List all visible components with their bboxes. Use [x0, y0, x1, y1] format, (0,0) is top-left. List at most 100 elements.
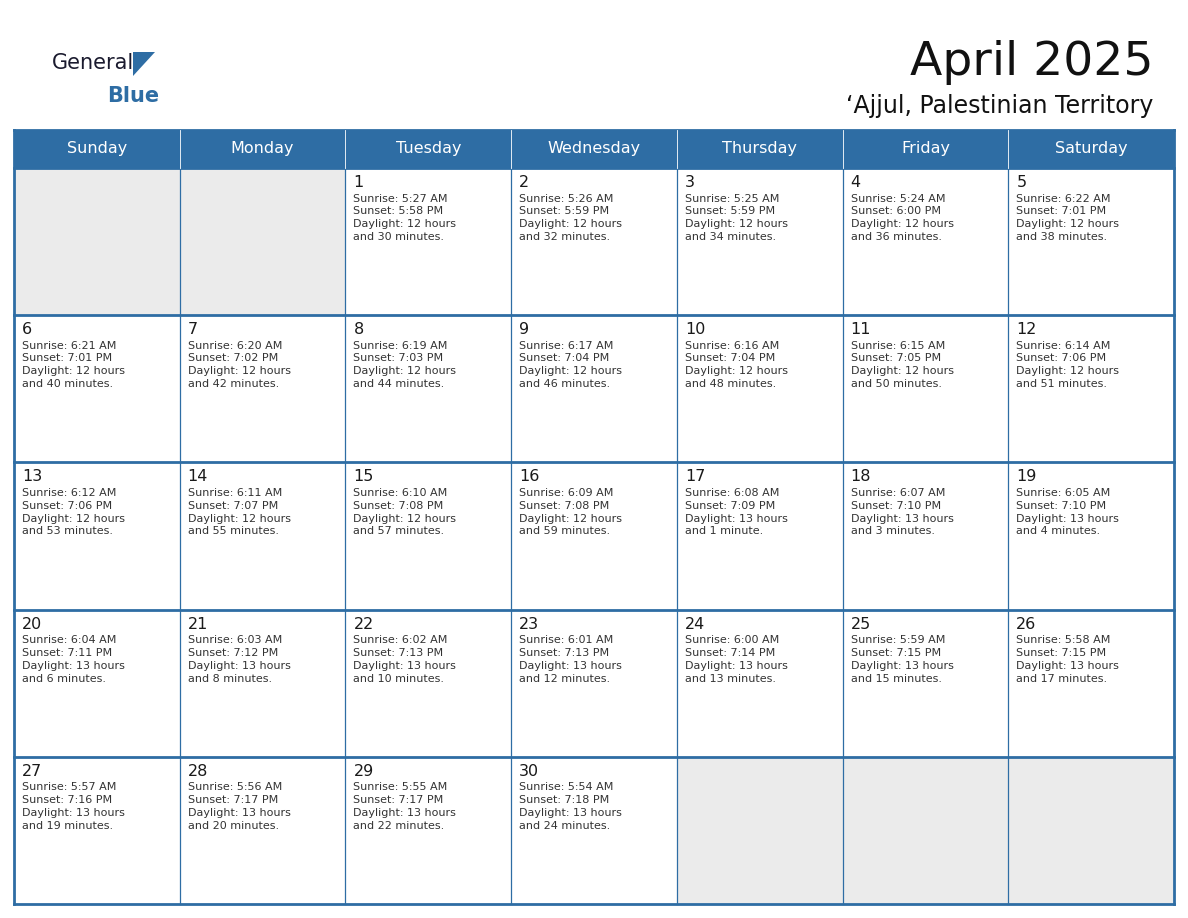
Bar: [677, 315, 842, 463]
Bar: [511, 168, 677, 315]
Text: April 2025: April 2025: [910, 40, 1154, 85]
Text: Sunrise: 5:27 AM
Sunset: 5:58 PM
Daylight: 12 hours
and 30 minutes.: Sunrise: 5:27 AM Sunset: 5:58 PM Dayligh…: [353, 194, 456, 242]
Text: 30: 30: [519, 764, 539, 778]
Text: ‘Ajjul, Palestinian Territory: ‘Ajjul, Palestinian Territory: [846, 94, 1154, 118]
Text: Sunrise: 6:14 AM
Sunset: 7:06 PM
Daylight: 12 hours
and 51 minutes.: Sunrise: 6:14 AM Sunset: 7:06 PM Dayligh…: [1016, 341, 1119, 389]
Bar: [511, 756, 677, 904]
Bar: [1009, 315, 1174, 463]
Text: 18: 18: [851, 469, 871, 485]
Text: Sunrise: 6:05 AM
Sunset: 7:10 PM
Daylight: 13 hours
and 4 minutes.: Sunrise: 6:05 AM Sunset: 7:10 PM Dayligh…: [1016, 487, 1119, 536]
Bar: [677, 756, 842, 904]
Text: 12: 12: [1016, 322, 1037, 337]
Text: 9: 9: [519, 322, 530, 337]
Text: Sunrise: 6:11 AM
Sunset: 7:07 PM
Daylight: 12 hours
and 55 minutes.: Sunrise: 6:11 AM Sunset: 7:07 PM Dayligh…: [188, 487, 291, 536]
Text: Sunrise: 6:20 AM
Sunset: 7:02 PM
Daylight: 12 hours
and 42 minutes.: Sunrise: 6:20 AM Sunset: 7:02 PM Dayligh…: [188, 341, 291, 389]
Bar: [179, 463, 346, 610]
Text: Sunrise: 5:58 AM
Sunset: 7:15 PM
Daylight: 13 hours
and 17 minutes.: Sunrise: 5:58 AM Sunset: 7:15 PM Dayligh…: [1016, 635, 1119, 684]
Bar: [842, 610, 1009, 756]
Text: 19: 19: [1016, 469, 1037, 485]
Text: Sunrise: 6:21 AM
Sunset: 7:01 PM
Daylight: 12 hours
and 40 minutes.: Sunrise: 6:21 AM Sunset: 7:01 PM Dayligh…: [23, 341, 125, 389]
Polygon shape: [133, 52, 154, 76]
Text: Sunrise: 5:55 AM
Sunset: 7:17 PM
Daylight: 13 hours
and 22 minutes.: Sunrise: 5:55 AM Sunset: 7:17 PM Dayligh…: [353, 782, 456, 831]
Text: Thursday: Thursday: [722, 141, 797, 156]
Text: Saturday: Saturday: [1055, 141, 1127, 156]
Bar: [511, 463, 677, 610]
Text: 27: 27: [23, 764, 43, 778]
Bar: [14, 168, 179, 315]
Bar: [346, 463, 511, 610]
Text: 20: 20: [23, 617, 43, 632]
Text: 28: 28: [188, 764, 208, 778]
Text: 6: 6: [23, 322, 32, 337]
Bar: [179, 756, 346, 904]
Text: Sunrise: 6:12 AM
Sunset: 7:06 PM
Daylight: 12 hours
and 53 minutes.: Sunrise: 6:12 AM Sunset: 7:06 PM Dayligh…: [23, 487, 125, 536]
Text: 25: 25: [851, 617, 871, 632]
Bar: [346, 756, 511, 904]
Text: Wednesday: Wednesday: [548, 141, 640, 156]
Bar: [677, 610, 842, 756]
Bar: [346, 315, 511, 463]
Text: 3: 3: [684, 175, 695, 190]
Text: 17: 17: [684, 469, 706, 485]
Bar: [346, 610, 511, 756]
Text: Friday: Friday: [901, 141, 950, 156]
Text: Sunrise: 5:56 AM
Sunset: 7:17 PM
Daylight: 13 hours
and 20 minutes.: Sunrise: 5:56 AM Sunset: 7:17 PM Dayligh…: [188, 782, 291, 831]
Bar: [842, 315, 1009, 463]
Text: Sunrise: 5:25 AM
Sunset: 5:59 PM
Daylight: 12 hours
and 34 minutes.: Sunrise: 5:25 AM Sunset: 5:59 PM Dayligh…: [684, 194, 788, 242]
Text: Sunrise: 6:16 AM
Sunset: 7:04 PM
Daylight: 12 hours
and 48 minutes.: Sunrise: 6:16 AM Sunset: 7:04 PM Dayligh…: [684, 341, 788, 389]
Text: Sunrise: 5:24 AM
Sunset: 6:00 PM
Daylight: 12 hours
and 36 minutes.: Sunrise: 5:24 AM Sunset: 6:00 PM Dayligh…: [851, 194, 954, 242]
Text: General: General: [52, 53, 134, 73]
Text: 10: 10: [684, 322, 706, 337]
Text: Sunday: Sunday: [67, 141, 127, 156]
Bar: [677, 168, 842, 315]
Text: Sunrise: 5:26 AM
Sunset: 5:59 PM
Daylight: 12 hours
and 32 minutes.: Sunrise: 5:26 AM Sunset: 5:59 PM Dayligh…: [519, 194, 623, 242]
Bar: [14, 315, 179, 463]
Text: Sunrise: 6:19 AM
Sunset: 7:03 PM
Daylight: 12 hours
and 44 minutes.: Sunrise: 6:19 AM Sunset: 7:03 PM Dayligh…: [353, 341, 456, 389]
Text: 21: 21: [188, 617, 208, 632]
Bar: [179, 168, 346, 315]
Text: Monday: Monday: [230, 141, 295, 156]
Text: Sunrise: 6:09 AM
Sunset: 7:08 PM
Daylight: 12 hours
and 59 minutes.: Sunrise: 6:09 AM Sunset: 7:08 PM Dayligh…: [519, 487, 623, 536]
Text: Sunrise: 6:08 AM
Sunset: 7:09 PM
Daylight: 13 hours
and 1 minute.: Sunrise: 6:08 AM Sunset: 7:09 PM Dayligh…: [684, 487, 788, 536]
Bar: [1009, 756, 1174, 904]
Text: Sunrise: 6:03 AM
Sunset: 7:12 PM
Daylight: 13 hours
and 8 minutes.: Sunrise: 6:03 AM Sunset: 7:12 PM Dayligh…: [188, 635, 291, 684]
Text: 8: 8: [353, 322, 364, 337]
Text: 5: 5: [1016, 175, 1026, 190]
Text: 15: 15: [353, 469, 374, 485]
Bar: [1009, 463, 1174, 610]
Text: 16: 16: [519, 469, 539, 485]
Bar: [1009, 168, 1174, 315]
Text: 14: 14: [188, 469, 208, 485]
Bar: [511, 315, 677, 463]
Text: Sunrise: 6:00 AM
Sunset: 7:14 PM
Daylight: 13 hours
and 13 minutes.: Sunrise: 6:00 AM Sunset: 7:14 PM Dayligh…: [684, 635, 788, 684]
Text: Sunrise: 6:15 AM
Sunset: 7:05 PM
Daylight: 12 hours
and 50 minutes.: Sunrise: 6:15 AM Sunset: 7:05 PM Dayligh…: [851, 341, 954, 389]
Text: Sunrise: 5:57 AM
Sunset: 7:16 PM
Daylight: 13 hours
and 19 minutes.: Sunrise: 5:57 AM Sunset: 7:16 PM Dayligh…: [23, 782, 125, 831]
Bar: [1009, 610, 1174, 756]
Text: Blue: Blue: [107, 86, 159, 106]
Text: 29: 29: [353, 764, 374, 778]
Text: 11: 11: [851, 322, 871, 337]
Bar: [179, 315, 346, 463]
Text: Sunrise: 5:59 AM
Sunset: 7:15 PM
Daylight: 13 hours
and 15 minutes.: Sunrise: 5:59 AM Sunset: 7:15 PM Dayligh…: [851, 635, 954, 684]
Text: 1: 1: [353, 175, 364, 190]
Text: 26: 26: [1016, 617, 1037, 632]
Text: Sunrise: 6:17 AM
Sunset: 7:04 PM
Daylight: 12 hours
and 46 minutes.: Sunrise: 6:17 AM Sunset: 7:04 PM Dayligh…: [519, 341, 623, 389]
Bar: [14, 130, 1174, 168]
Bar: [179, 610, 346, 756]
Bar: [14, 463, 179, 610]
Text: Sunrise: 6:22 AM
Sunset: 7:01 PM
Daylight: 12 hours
and 38 minutes.: Sunrise: 6:22 AM Sunset: 7:01 PM Dayligh…: [1016, 194, 1119, 242]
Text: Sunrise: 6:10 AM
Sunset: 7:08 PM
Daylight: 12 hours
and 57 minutes.: Sunrise: 6:10 AM Sunset: 7:08 PM Dayligh…: [353, 487, 456, 536]
Text: 2: 2: [519, 175, 530, 190]
Bar: [677, 463, 842, 610]
Text: 13: 13: [23, 469, 43, 485]
Text: 22: 22: [353, 617, 374, 632]
Text: Sunrise: 5:54 AM
Sunset: 7:18 PM
Daylight: 13 hours
and 24 minutes.: Sunrise: 5:54 AM Sunset: 7:18 PM Dayligh…: [519, 782, 623, 831]
Text: Sunrise: 6:02 AM
Sunset: 7:13 PM
Daylight: 13 hours
and 10 minutes.: Sunrise: 6:02 AM Sunset: 7:13 PM Dayligh…: [353, 635, 456, 684]
Text: 24: 24: [684, 617, 706, 632]
Text: Sunrise: 6:01 AM
Sunset: 7:13 PM
Daylight: 13 hours
and 12 minutes.: Sunrise: 6:01 AM Sunset: 7:13 PM Dayligh…: [519, 635, 623, 684]
Text: Sunrise: 6:04 AM
Sunset: 7:11 PM
Daylight: 13 hours
and 6 minutes.: Sunrise: 6:04 AM Sunset: 7:11 PM Dayligh…: [23, 635, 125, 684]
Text: Sunrise: 6:07 AM
Sunset: 7:10 PM
Daylight: 13 hours
and 3 minutes.: Sunrise: 6:07 AM Sunset: 7:10 PM Dayligh…: [851, 487, 954, 536]
Text: 4: 4: [851, 175, 860, 190]
Bar: [842, 463, 1009, 610]
Text: Tuesday: Tuesday: [396, 141, 461, 156]
